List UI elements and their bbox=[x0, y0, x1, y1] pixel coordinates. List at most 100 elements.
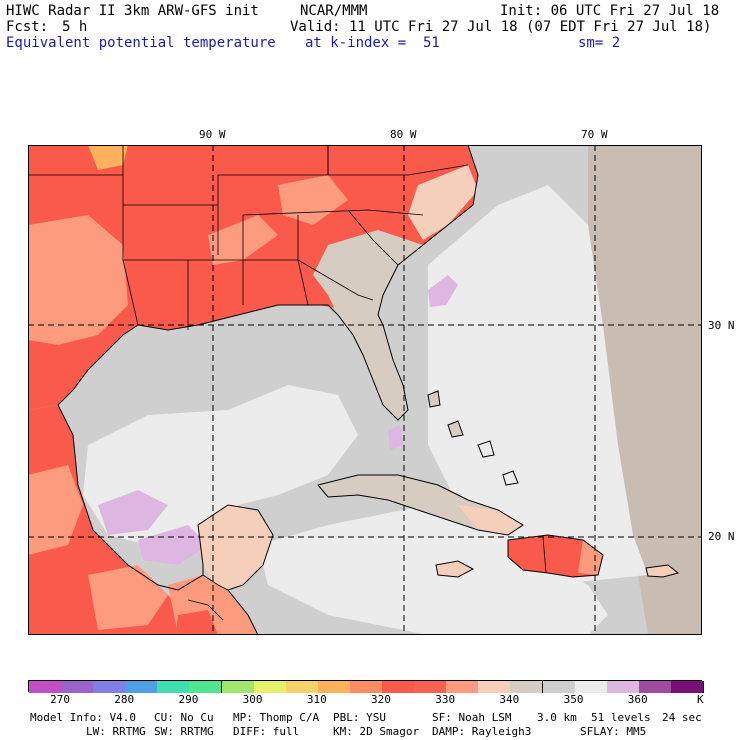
lon-tick-80w: 80 W bbox=[390, 128, 417, 141]
footer-levels: 51 levels bbox=[591, 711, 651, 724]
colorbar-cell bbox=[478, 681, 512, 693]
fcst-label: Fcst: bbox=[6, 19, 49, 35]
us-orange-1 bbox=[88, 145, 128, 170]
footer-sf: SF: Noah LSM bbox=[432, 711, 512, 724]
colorbar-cell bbox=[542, 681, 576, 693]
mexico-coastline bbox=[57, 404, 274, 635]
init-time: Init: 06 UTC Fri 27 Jul 18 bbox=[500, 3, 720, 19]
colorbar-cell bbox=[606, 681, 640, 693]
country-border-1 bbox=[202, 574, 229, 591]
colorbar-cell bbox=[157, 681, 191, 693]
colorbar-cell bbox=[414, 681, 448, 693]
cuba-coastline bbox=[317, 474, 524, 536]
colorbar-cell bbox=[574, 681, 608, 693]
colorbar-label: 310 bbox=[306, 693, 327, 706]
footer-damp: DAMP: Rayleigh3 bbox=[432, 725, 532, 738]
colorbar-cell bbox=[382, 681, 416, 693]
bahamas-coastline-3 bbox=[477, 440, 495, 458]
colorbar-cell bbox=[29, 681, 62, 693]
footer-mp: MP: Thomp C/A bbox=[233, 711, 320, 724]
state-border-4 bbox=[122, 259, 139, 326]
model-title: HIWC Radar II 3km ARW-GFS init bbox=[6, 3, 259, 19]
colorbar-cell bbox=[253, 681, 287, 693]
bahamas-1 bbox=[428, 391, 440, 407]
footer-cu: CU: No Cu bbox=[154, 711, 214, 724]
mexico-warm bbox=[28, 465, 83, 555]
map-frame bbox=[28, 145, 702, 635]
purple-patch-3 bbox=[138, 525, 208, 565]
smooth-label: sm= 2 bbox=[578, 35, 621, 51]
colorbar-cell bbox=[61, 681, 95, 693]
colorbar-label: 280 bbox=[114, 693, 135, 706]
hispaniola-light bbox=[578, 540, 603, 575]
colorbar-label: 360 bbox=[627, 693, 648, 706]
purple-patch-1 bbox=[428, 275, 458, 307]
footer-dt: 24 sec bbox=[662, 711, 702, 724]
florida bbox=[328, 295, 408, 420]
colorbar-label: 270 bbox=[50, 693, 70, 706]
state-border-9 bbox=[242, 209, 424, 216]
lat-tick-30n: 30 N bbox=[708, 319, 735, 332]
country-border-3 bbox=[542, 536, 547, 574]
colorbar-label: 340 bbox=[499, 693, 520, 706]
footer-lw: LW: RRTMG bbox=[86, 725, 146, 738]
bahamas-coastline-4 bbox=[502, 470, 519, 486]
us-southeast-tan bbox=[313, 230, 423, 315]
us-west-light bbox=[28, 215, 128, 345]
colorbar-cell bbox=[670, 681, 704, 693]
colorbar-unit: K bbox=[697, 693, 704, 706]
us-coastline bbox=[57, 145, 479, 421]
purple-patch-4 bbox=[388, 425, 403, 450]
field-name: Equivalent potential temperature bbox=[6, 35, 276, 51]
footer-sflay: SFLAY: MM5 bbox=[580, 725, 647, 738]
mexico-light bbox=[88, 565, 168, 630]
theta-e-map bbox=[28, 145, 702, 635]
colorbar-cell bbox=[446, 681, 480, 693]
colorbar-cell bbox=[349, 681, 383, 693]
org-label: NCAR/MMM bbox=[300, 3, 368, 19]
puerto-rico bbox=[646, 565, 678, 577]
state-border-10 bbox=[347, 209, 399, 266]
lat-tick-20n: 20 N bbox=[708, 530, 735, 543]
bahamas-coastline-2 bbox=[447, 420, 464, 438]
us-land bbox=[28, 145, 478, 410]
cuba-east bbox=[458, 505, 523, 535]
yucatan bbox=[198, 505, 273, 590]
colorbar-label: 290 bbox=[178, 693, 199, 706]
colorbar-cell bbox=[510, 681, 544, 693]
level-label: at k-index = 51 bbox=[305, 35, 440, 51]
state-border-7 bbox=[242, 215, 309, 306]
colorbar-cell bbox=[638, 681, 672, 693]
footer-sw: SW: RRTMG bbox=[154, 725, 214, 738]
footer-res: 3.0 km bbox=[537, 711, 577, 724]
country-border-2 bbox=[187, 599, 224, 621]
colorbar-cell bbox=[189, 681, 223, 693]
hispaniola-coastline bbox=[507, 534, 604, 578]
colorbar-label: 300 bbox=[242, 693, 263, 706]
central-america-hot bbox=[176, 610, 218, 635]
state-border-2 bbox=[122, 175, 189, 330]
colorbar bbox=[28, 680, 704, 693]
footer-km: KM: 2D Smagor bbox=[333, 725, 420, 738]
fcst-value: 5 h bbox=[62, 19, 88, 35]
jamaica bbox=[436, 561, 473, 577]
bahamas-coastline-1 bbox=[427, 390, 441, 408]
footer-model-info: Model Info: V4.0 bbox=[30, 711, 136, 724]
atlantic-light bbox=[428, 185, 648, 585]
colorbar-cell bbox=[93, 681, 127, 693]
colorbar-label: 320 bbox=[371, 693, 391, 706]
footer-pbl: PBL: YSU bbox=[333, 711, 386, 724]
mexico-land bbox=[28, 405, 188, 635]
puerto-rico-coastline bbox=[645, 564, 680, 578]
jamaica-coastline bbox=[435, 560, 475, 578]
us-carolinas-light bbox=[408, 165, 478, 240]
colorbar-label: 330 bbox=[435, 693, 456, 706]
state-border-11 bbox=[297, 259, 374, 301]
colorbar-cell bbox=[285, 681, 319, 693]
state-border-12 bbox=[328, 164, 469, 176]
footer-diff: DIFF: full bbox=[233, 725, 300, 738]
colorbar-cell bbox=[221, 681, 255, 693]
colorbar-cell bbox=[125, 681, 159, 693]
lon-tick-90w: 90 W bbox=[199, 128, 226, 141]
purple-patch-2 bbox=[98, 490, 168, 535]
